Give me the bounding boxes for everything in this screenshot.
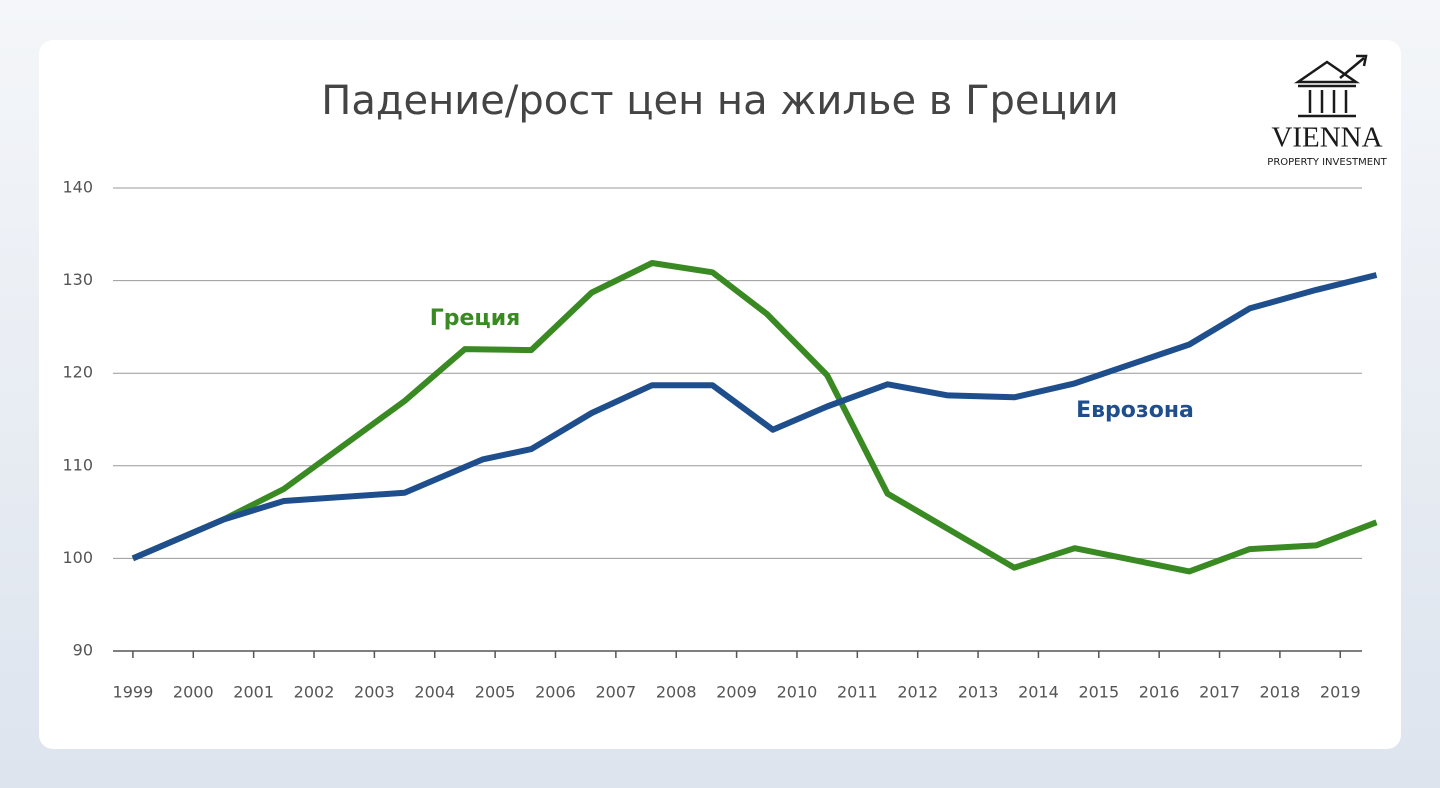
x-tick-label: 2019	[1320, 683, 1361, 702]
logo	[1293, 54, 1368, 118]
x-tick-label: 2018	[1260, 683, 1301, 702]
series-label: Греция	[430, 306, 521, 331]
logo-arrow	[1339, 54, 1368, 79]
x-tick-label: 2010	[777, 683, 818, 702]
x-tick-label: 2003	[354, 683, 395, 702]
x-tick-label: 2007	[596, 683, 637, 702]
y-tick-label: 90	[73, 641, 93, 660]
logo-name: VIENNA	[1271, 122, 1382, 154]
x-tick-label: 2002	[294, 683, 335, 702]
y-tick-label: 100	[62, 548, 93, 567]
x-tick-label: 1999	[113, 683, 154, 702]
y-tick-label: 130	[62, 270, 93, 289]
x-tick-label: 2014	[1018, 683, 1059, 702]
x-tick-label: 2000	[173, 683, 214, 702]
logo-tagline: PROPERTY INVESTMENT	[1267, 157, 1387, 168]
series-line	[131, 272, 1378, 562]
x-tick-label: 2015	[1078, 683, 1119, 702]
x-tick-label: 2013	[958, 683, 999, 702]
x-tick-label: 2017	[1199, 683, 1240, 702]
y-tick-label: 120	[62, 363, 93, 382]
x-tick-label: 2012	[897, 683, 938, 702]
x-tick-label: 2016	[1139, 683, 1180, 702]
x-tick-label: 2001	[233, 683, 274, 702]
x-tick-label: 2011	[837, 683, 878, 702]
x-tick-label: 2005	[475, 683, 516, 702]
logo-icon	[1293, 60, 1361, 118]
y-tick-label: 110	[62, 455, 93, 474]
x-tick-label: 2006	[535, 683, 576, 702]
x-tick-label: 2009	[716, 683, 757, 702]
series-label: Еврозона	[1076, 398, 1194, 423]
chart-title: Падение/рост цен на жилье в Греции	[321, 78, 1118, 124]
y-tick-label: 140	[62, 178, 93, 197]
x-tick-label: 2004	[414, 683, 455, 702]
x-tick-label: 2008	[656, 683, 697, 702]
series-line	[131, 260, 1378, 575]
